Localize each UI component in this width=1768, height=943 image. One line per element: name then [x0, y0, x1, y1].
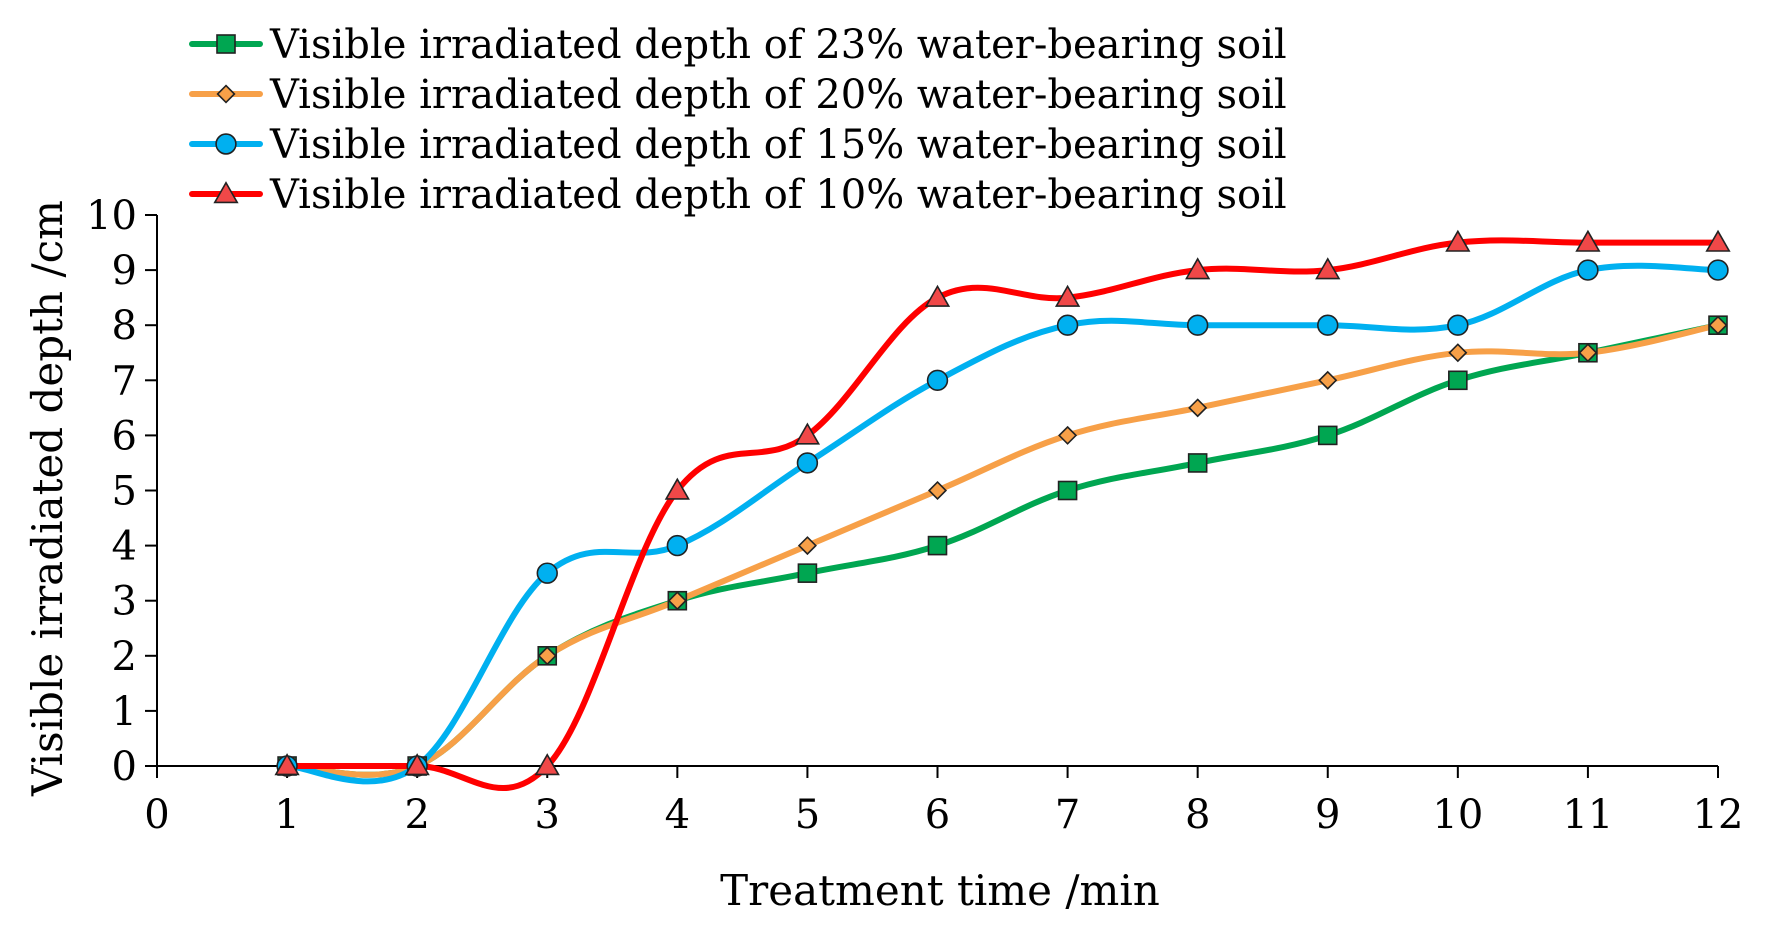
data-point — [1058, 425, 1078, 445]
legend-marker-2 — [215, 133, 237, 155]
data-point — [1445, 229, 1471, 252]
data-point — [1317, 314, 1339, 336]
data-point — [404, 753, 430, 776]
x-tick-label: 8 — [1185, 792, 1210, 838]
x-tick-label: 10 — [1432, 792, 1483, 838]
series-line-3 — [284, 237, 1721, 791]
data-point — [1448, 343, 1468, 363]
x-tick-label: 1 — [274, 792, 299, 838]
x-tick-label: 6 — [925, 792, 950, 838]
y-tick-label: 0 — [112, 744, 137, 790]
legend-label-2: Visible irradiated depth of 15% water-be… — [269, 122, 1287, 168]
data-point — [1188, 398, 1208, 418]
y-tick-label: 5 — [112, 469, 137, 515]
data-point — [1448, 370, 1468, 391]
data-point — [1578, 343, 1598, 363]
data-point — [1315, 257, 1341, 280]
x-tick-label: 12 — [1693, 792, 1744, 838]
x-tick-label: 5 — [795, 792, 820, 838]
data-point — [1057, 480, 1078, 501]
legend-marker-0 — [216, 34, 236, 54]
data-point — [1707, 259, 1729, 281]
data-point — [794, 422, 821, 445]
x-tick-label: 2 — [404, 792, 429, 838]
data-point — [1575, 229, 1601, 252]
y-tick-label: 3 — [112, 579, 137, 625]
y-axis-title: Visible irradiated depth /cm — [23, 200, 72, 797]
data-point — [927, 535, 948, 556]
series-markers — [274, 229, 1731, 777]
x-tick-label: 11 — [1562, 792, 1613, 838]
data-point — [536, 562, 558, 584]
y-tick-label: 6 — [112, 413, 137, 459]
legend-label-1: Visible irradiated depth of 20% water-be… — [269, 72, 1287, 118]
data-point — [797, 563, 818, 583]
y-tick-label: 10 — [86, 193, 137, 239]
data-point — [1708, 315, 1728, 335]
legend-label-3: Visible irradiated depth of 10% water-be… — [269, 172, 1287, 218]
data-point — [537, 646, 557, 666]
x-tick-label: 3 — [535, 792, 560, 838]
data-point — [1577, 259, 1599, 281]
data-point — [666, 534, 689, 557]
data-point — [1705, 229, 1731, 252]
x-tick-label: 9 — [1315, 792, 1340, 838]
data-point — [1187, 453, 1208, 473]
y-tick-label: 9 — [112, 248, 137, 294]
data-point — [274, 753, 300, 776]
data-point — [1186, 314, 1209, 336]
data-point — [534, 753, 560, 776]
series-line-0 — [284, 322, 1721, 778]
data-point — [797, 536, 817, 556]
data-point — [1185, 257, 1211, 280]
x-tick-label: 7 — [1055, 792, 1080, 838]
legend-marker-3 — [213, 181, 239, 204]
legend-marker-1 — [216, 84, 236, 104]
data-point — [667, 591, 687, 611]
series-lines — [284, 237, 1721, 791]
data-point — [1054, 284, 1081, 307]
data-point — [1317, 425, 1338, 446]
y-tick-label: 2 — [112, 634, 137, 680]
legend: Visible irradiated depth of 23% water-be… — [189, 22, 1287, 218]
data-point — [927, 480, 948, 501]
y-tick-label: 1 — [112, 689, 137, 735]
y-tick-label: 8 — [112, 303, 137, 349]
data-point — [1447, 314, 1469, 336]
legend-label-0: Visible irradiated depth of 23% water-be… — [269, 22, 1287, 68]
y-tick-label: 4 — [112, 524, 137, 570]
data-point — [1318, 370, 1338, 390]
data-point — [796, 452, 819, 474]
data-point — [926, 369, 949, 391]
series-line-2 — [284, 262, 1721, 785]
x-axis-title: Treatment time /min — [720, 866, 1160, 915]
x-tick-label: 4 — [665, 792, 690, 838]
data-point — [924, 284, 951, 307]
data-point — [664, 477, 690, 500]
data-point — [1056, 314, 1079, 336]
y-tick-label: 7 — [112, 358, 137, 404]
series-line-1 — [284, 322, 1721, 778]
x-tick-label: 0 — [144, 792, 169, 838]
